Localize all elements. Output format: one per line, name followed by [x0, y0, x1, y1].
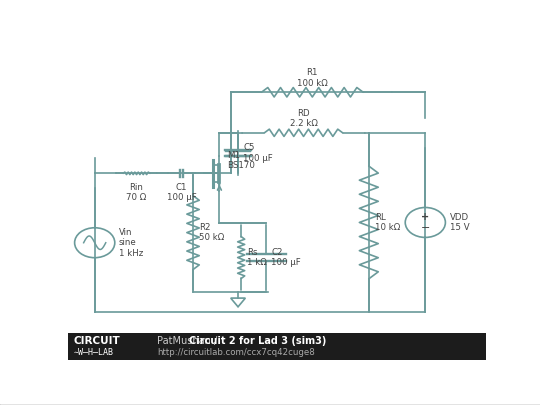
Text: C2
100 μF: C2 100 μF: [271, 248, 301, 267]
Text: Vin
sine
1 kHz: Vin sine 1 kHz: [119, 228, 143, 258]
Text: ∼W―H―LAB: ∼W―H―LAB: [74, 348, 114, 357]
Text: R1
100 kΩ: R1 100 kΩ: [297, 68, 328, 87]
Text: C1
100 μF: C1 100 μF: [167, 183, 197, 202]
Text: Rin
70 Ω: Rin 70 Ω: [126, 183, 147, 202]
Text: http://circuitlab.com/ccx7cq42cuge8: http://circuitlab.com/ccx7cq42cuge8: [158, 348, 315, 357]
FancyBboxPatch shape: [68, 333, 486, 360]
Text: RL
10 kΩ: RL 10 kΩ: [375, 213, 400, 232]
Text: C5
100 μF: C5 100 μF: [244, 143, 273, 163]
Text: +: +: [421, 212, 429, 222]
Text: −: −: [421, 223, 430, 233]
Text: CIRCUIT: CIRCUIT: [74, 336, 120, 346]
Text: PatMushan /: PatMushan /: [158, 336, 221, 346]
Text: R2
50 kΩ: R2 50 kΩ: [199, 223, 225, 242]
Text: Rs
1 kΩ: Rs 1 kΩ: [247, 248, 267, 267]
Text: Circuit 2 for Lad 3 (sim3): Circuit 2 for Lad 3 (sim3): [189, 336, 326, 346]
Text: RD
2.2 kΩ: RD 2.2 kΩ: [289, 109, 318, 128]
Text: M1
BS170: M1 BS170: [227, 151, 255, 170]
Text: VDD
15 V: VDD 15 V: [450, 213, 469, 232]
